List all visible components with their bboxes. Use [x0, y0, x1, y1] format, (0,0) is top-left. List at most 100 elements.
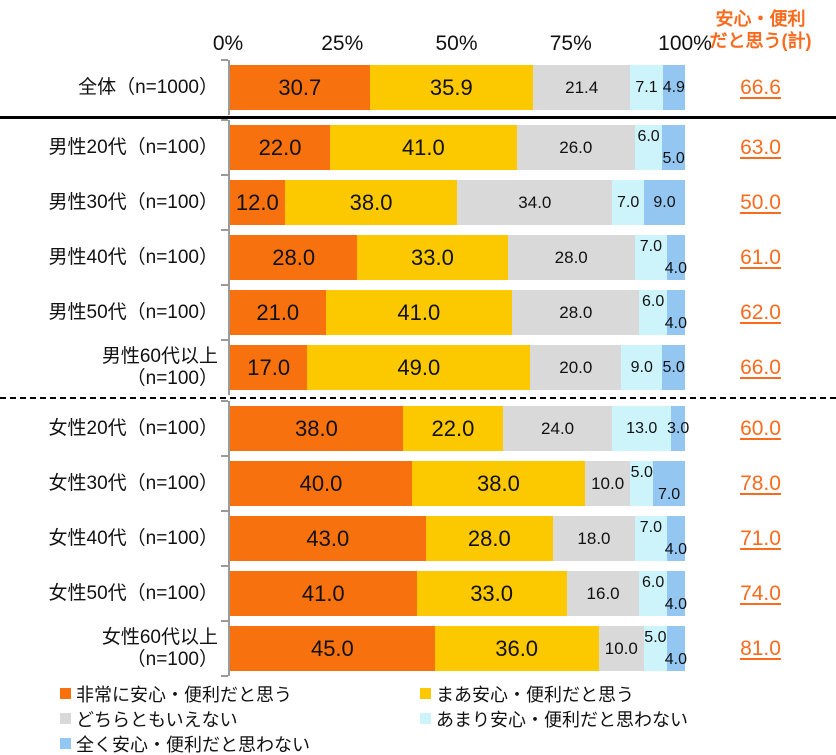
segment-value: 7.0: [639, 518, 662, 536]
legend-label: まあ安心・便利だと思う: [436, 684, 634, 705]
chart-row: 女性30代（n=100） 40.0 38.0 10.0 5.0 7.0 78.0: [0, 455, 836, 511]
label-column-spacer: [0, 0, 228, 60]
bar-segment: 38.0: [284, 180, 458, 225]
legend-swatch-icon: [420, 688, 431, 699]
row-plot-area: 12.0 38.0 34.0 7.0 9.0: [221, 174, 685, 230]
row-total-value: 61.0: [740, 245, 781, 269]
chart-row: 男性60代以上 （n=100） 17.0 49.0 20.0 9.0 5.0 66.0: [0, 339, 836, 395]
bar-segment: 21.4: [533, 65, 631, 110]
chart-row: 男性50代（n=100） 21.0 41.0 28.0 6.0 4.0 62.0: [0, 284, 836, 340]
stacked-bar: 41.0 33.0 16.0 6.0 4.0: [230, 571, 687, 616]
bar-segment: 12.0: [230, 180, 285, 225]
row-total-value: 62.0: [740, 300, 781, 324]
bar-segment: 7.1: [630, 65, 663, 110]
x-tick-label: 50%: [435, 32, 478, 55]
bar-segment: 34.0: [457, 180, 613, 225]
segment-value: 41.0: [401, 134, 445, 160]
legend-row: どちらともいえない あまり安心・便利だと思わない: [60, 706, 836, 731]
bar-segment: 4.0: [665, 516, 687, 561]
stacked-bar: 40.0 38.0 10.0 5.0 7.0: [230, 461, 685, 506]
segment-value: 6.0: [642, 573, 665, 591]
stacked-bar: 28.0 33.0 28.0 7.0 4.0: [230, 235, 687, 280]
bar-segment: 38.0: [412, 461, 585, 506]
bar-segment: 20.0: [530, 345, 622, 390]
segment-value: 28.0: [554, 247, 588, 267]
row-label: 女性50代（n=100）: [48, 582, 219, 604]
legend-row: 全く安心・便利だと思わない: [60, 731, 836, 755]
row-plot-area: 17.0 49.0 20.0 9.0 5.0: [221, 339, 685, 395]
row-plot-area: 40.0 38.0 10.0 5.0 7.0: [221, 455, 685, 511]
row-label: 全体（n=1000）: [78, 76, 218, 98]
segment-value: 7.0: [657, 486, 681, 504]
solid-divider: [0, 116, 836, 119]
x-tick-label: 75%: [549, 32, 592, 55]
segment-value: 22.0: [258, 134, 302, 160]
row-plot-area: 28.0 33.0 28.0 7.0 4.0: [221, 229, 687, 285]
segment-value: 28.0: [559, 302, 593, 322]
row-label: 女性60代以上 （n=100）: [101, 626, 218, 670]
segment-value: 13.0: [626, 419, 658, 437]
bar-segment: 28.0: [512, 290, 640, 335]
row-total-value: 63.0: [740, 135, 781, 159]
bar-segment: 5.0: [644, 626, 667, 671]
segment-value: 6.0: [637, 127, 660, 145]
row-plot-area: 21.0 41.0 28.0 6.0 4.0: [221, 284, 687, 340]
segment-value: 9.0: [630, 358, 653, 376]
segment-value: 4.0: [664, 596, 687, 614]
row-total-value: 60.0: [740, 416, 781, 440]
legend-swatch-icon: [420, 713, 431, 724]
chart-legend: 非常に安心・便利だと思う まあ安心・便利だと思う どちらともいえない あまり安心・便利…: [0, 676, 836, 755]
bar-segment: 13.0: [612, 406, 672, 451]
bar-segment: 45.0: [230, 626, 435, 671]
stacked-bar: 43.0 28.0 18.0 7.0 4.0: [230, 516, 687, 561]
row-label: 男性50代（n=100）: [48, 301, 219, 323]
segment-value: 30.7: [278, 74, 322, 100]
segment-value: 4.0: [664, 315, 687, 333]
segment-value: 10.0: [604, 638, 638, 658]
segment-value: 5.0: [644, 628, 667, 646]
bar-segment: 9.0: [644, 180, 685, 225]
segment-value: 18.0: [577, 528, 611, 548]
x-axis-labels: 0% 25% 50% 75% 100%: [213, 0, 712, 60]
legend-item: どちらともいえない: [60, 706, 420, 731]
stacked-bar: 12.0 38.0 34.0 7.0 9.0: [230, 180, 685, 225]
bar-segment: 4.0: [664, 571, 687, 616]
row-total-value: 74.0: [740, 581, 781, 605]
bar-segment: 6.0: [639, 290, 667, 335]
legend-item: 全く安心・便利だと思わない: [60, 731, 420, 755]
bar-segment: 35.9: [369, 65, 534, 110]
row-label: 女性40代（n=100）: [48, 527, 219, 549]
bar-segment: 3.0: [667, 406, 689, 451]
bar-segment: 41.0: [325, 290, 513, 335]
bar-segment: 41.0: [230, 571, 417, 616]
row-label: 男性20代（n=100）: [48, 136, 219, 158]
chart-row: 女性40代（n=100） 43.0 28.0 18.0 7.0 4.0 71.0: [0, 510, 836, 566]
legend-swatch-icon: [60, 713, 71, 724]
segment-value: 4.0: [664, 260, 687, 278]
bar-segment: 21.0: [230, 290, 326, 335]
legend-label: 全く安心・便利だと思わない: [76, 734, 310, 755]
segment-value: 24.0: [541, 418, 575, 438]
bar-segment: 7.0: [634, 516, 667, 561]
bar-segment: 6.0: [639, 571, 667, 616]
segment-value: 4.9: [662, 78, 685, 96]
bar-segment: 49.0: [307, 345, 531, 390]
segment-value: 38.0: [349, 189, 393, 215]
legend-label: あまり安心・便利だと思わない: [436, 709, 688, 730]
bar-segment: 7.0: [634, 235, 667, 280]
stacked-bar: 22.0 41.0 26.0 6.0 5.0: [230, 125, 685, 170]
chart-row: 女性60代以上 （n=100） 45.0 36.0 10.0 5.0 4.0 81.0: [0, 620, 836, 677]
bar-segment: 10.0: [584, 461, 631, 506]
stacked-bar: 30.7 35.9 21.4 7.1 4.9: [230, 65, 685, 110]
bar-segment: 22.0: [230, 125, 331, 170]
row-total-value: 66.0: [740, 355, 781, 379]
stacked-bar: 45.0 36.0 10.0 5.0 4.0: [230, 626, 687, 671]
segment-value: 36.0: [495, 635, 539, 661]
segment-value: 38.0: [295, 415, 338, 441]
segment-value: 45.0: [310, 635, 354, 661]
segment-value: 21.4: [565, 77, 599, 97]
segment-value: 33.0: [470, 580, 514, 606]
bar-segment: 4.0: [665, 626, 687, 671]
segment-value: 28.0: [467, 525, 511, 551]
segment-value: 5.0: [630, 463, 653, 481]
